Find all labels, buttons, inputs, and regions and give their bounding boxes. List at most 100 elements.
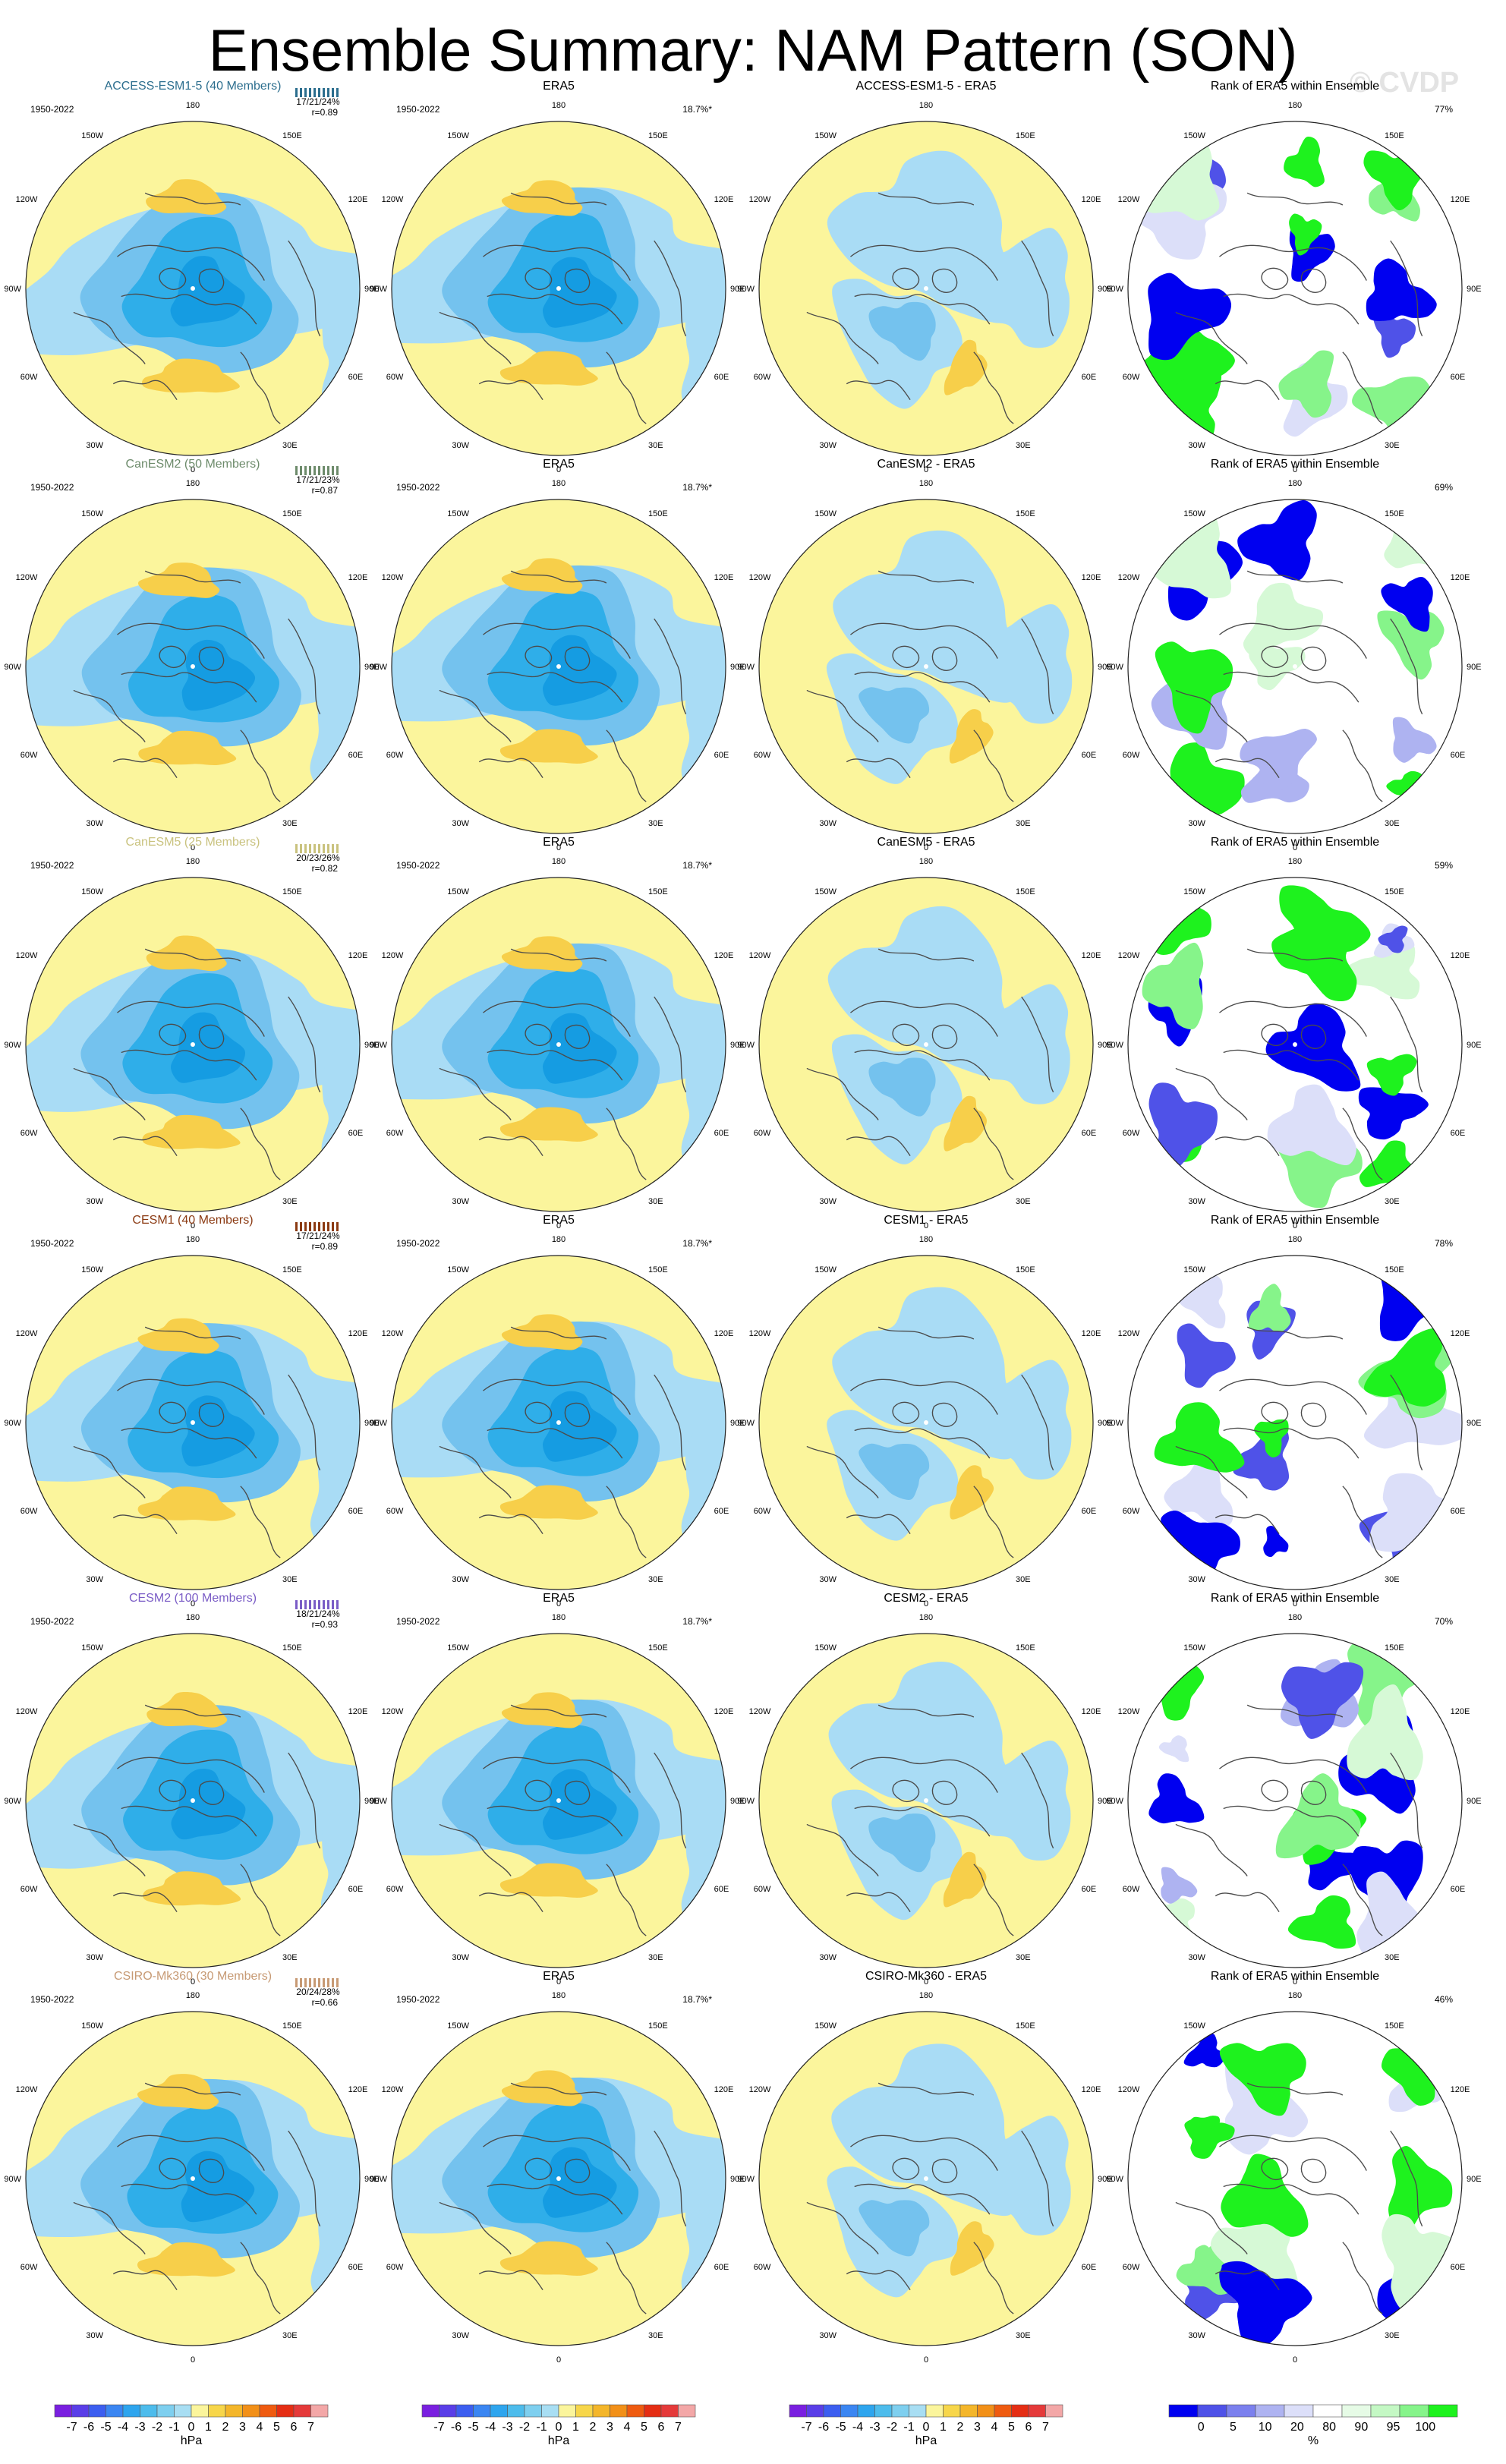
- coastline: [159, 1779, 187, 1802]
- longitude-label: 90E: [1098, 663, 1113, 672]
- longitude-label: 120W: [16, 951, 38, 960]
- spread-bar: [332, 466, 334, 475]
- coastline: [1021, 996, 1054, 1093]
- longitude-label: 90W: [1106, 1797, 1123, 1806]
- colorbar-swatch: [1341, 2404, 1372, 2418]
- longitude-label: 180: [552, 479, 566, 488]
- coastline: [564, 268, 591, 293]
- coastline: [73, 2201, 146, 2254]
- coastline: [931, 1780, 958, 1805]
- anomaly-contour: [501, 1314, 583, 1350]
- longitude-label: 30E: [282, 1575, 298, 1584]
- longitude-label: 0: [1293, 843, 1297, 852]
- coastline: [159, 2157, 187, 2180]
- coastline: [806, 1445, 879, 1498]
- colorbar-swatch: [823, 2404, 841, 2418]
- coastline: [654, 1374, 687, 1471]
- coastline: [1300, 1402, 1327, 1427]
- longitude-label: 90E: [1098, 285, 1113, 294]
- coastline: [483, 244, 631, 281]
- longitude-label: 90W: [737, 663, 755, 672]
- longitude-label: 180: [186, 1613, 200, 1622]
- difference-title: ACCESS-ESM1-5 - ERA5: [856, 80, 997, 93]
- coastline: [1261, 645, 1289, 668]
- difference-contour: [949, 709, 994, 764]
- map-boundary: [391, 1255, 726, 1590]
- longitude-label: 60E: [348, 751, 364, 760]
- longitude-label: 90W: [370, 1797, 387, 1806]
- rank-cell: [1243, 582, 1324, 657]
- colorbar-swatch: [310, 2404, 329, 2418]
- colorbar-swatch: [1197, 2404, 1227, 2418]
- coastline: [198, 1402, 225, 1427]
- spread-bar: [309, 466, 311, 475]
- longitude-label: 30E: [648, 1575, 663, 1584]
- coastline: [487, 1049, 623, 1081]
- longitude-label: 30W: [452, 1953, 469, 1962]
- anomaly-contour: [181, 639, 256, 711]
- north-pole-marker: [191, 664, 195, 669]
- anomaly-contour: [146, 935, 227, 972]
- rank-panel: Rank of ERA5 within Ensemble 46% 180 150W 15…: [1106, 1970, 1481, 2365]
- colorbar-swatch: [959, 2404, 978, 2418]
- rank-cell: [1275, 1773, 1361, 1859]
- map-boundary: [758, 1255, 1094, 1590]
- colorbar-unit: hPa: [915, 2434, 937, 2447]
- coastline: [1261, 2157, 1289, 2180]
- north-pole-marker: [1293, 1042, 1297, 1047]
- longitude-label: 120W: [382, 1329, 404, 1338]
- anomaly-contour: [138, 730, 237, 765]
- longitude-label: 120W: [749, 1329, 771, 1338]
- colorbar-swatch: [88, 2404, 106, 2418]
- longitude-label: 120W: [1118, 573, 1140, 582]
- map-boundary: [391, 1633, 726, 1968]
- longitude-label: 150W: [814, 131, 836, 140]
- longitude-label: 30E: [282, 2331, 298, 2340]
- coastline: [846, 1136, 911, 1157]
- longitude-label: 150W: [814, 1265, 836, 1275]
- coastline: [288, 1752, 321, 1849]
- colorbar-tick-label: -1: [536, 2421, 547, 2434]
- map-boundary: [1127, 499, 1463, 834]
- coastline: [487, 671, 623, 703]
- longitude-label: 180: [186, 479, 200, 488]
- spread-bar: [295, 466, 298, 475]
- rank-cell: [1289, 213, 1322, 256]
- colorbar-swatch: [71, 2404, 90, 2418]
- colorbar-swatch: [541, 2404, 559, 2418]
- spread-bar: [327, 466, 329, 475]
- coastline: [121, 1805, 257, 1837]
- model-title: CSIRO-Mk360 (30 Members): [114, 1970, 272, 1983]
- colorbar-tick-label: -4: [485, 2421, 496, 2434]
- longitude-label: 120E: [1451, 1329, 1470, 1338]
- colorbar-tick-label: -3: [134, 2421, 145, 2434]
- spread-bar: [313, 88, 316, 97]
- colorbar-tick-label: -3: [502, 2421, 512, 2434]
- coastline: [1390, 240, 1423, 337]
- longitude-label: 0: [1293, 1977, 1297, 1987]
- anomaly-contour: [681, 2176, 726, 2308]
- coastline: [198, 268, 225, 293]
- coastline: [1261, 1779, 1289, 1802]
- spread-bar: [309, 844, 311, 853]
- longitude-label: 150E: [282, 1265, 302, 1275]
- longitude-label: 0: [556, 1977, 561, 1987]
- longitude-label: 120W: [16, 1707, 38, 1716]
- longitude-label: 60E: [1451, 1885, 1466, 1894]
- rank-cell: [1382, 2214, 1456, 2310]
- coastline: [478, 2270, 543, 2291]
- longitude-label: 120E: [1451, 1707, 1470, 1716]
- longitude-label: 60E: [348, 1507, 364, 1516]
- map-boundary: [391, 2011, 726, 2346]
- longitude-label: 30W: [819, 1953, 836, 1962]
- colorbar-tick-label: 6: [1026, 2421, 1032, 2434]
- difference-contour: [868, 1813, 936, 1873]
- longitude-label: 90W: [1106, 1419, 1123, 1428]
- longitude-label: 150E: [282, 1643, 302, 1653]
- longitude-label: 150E: [282, 887, 302, 896]
- difference-contour: [944, 1095, 988, 1152]
- map-boundary: [758, 1633, 1094, 1968]
- coastline: [564, 646, 591, 671]
- difference-title: CSIRO-Mk360 - ERA5: [865, 1970, 987, 1983]
- period-label: 1950-2022: [396, 482, 440, 493]
